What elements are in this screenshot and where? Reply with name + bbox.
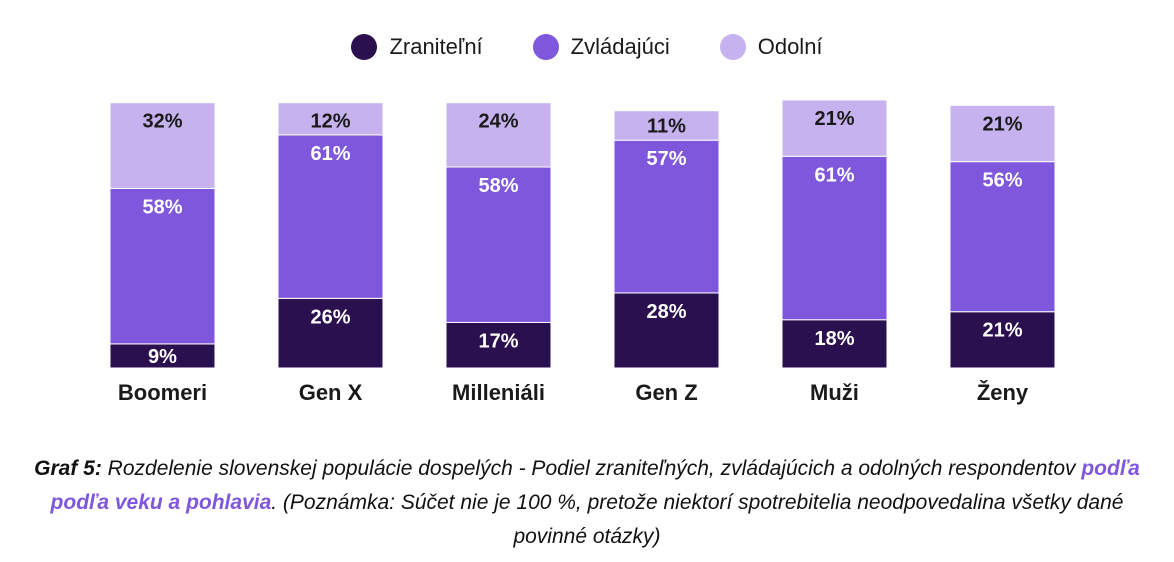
- legend-item-zvladajuci: Zvládajúci: [532, 34, 670, 60]
- legend-item-odolni: Odolní: [719, 34, 823, 60]
- data-label: 61%: [814, 164, 854, 186]
- legend-label: Odolní: [757, 34, 823, 59]
- data-label: 12%: [310, 111, 350, 133]
- data-label: 26%: [310, 306, 350, 328]
- caption-note: . (Poznámka: Súčet nie je 100 %, pretože…: [271, 491, 1124, 548]
- legend-swatch: [351, 34, 378, 60]
- bar-segment: [949, 161, 1056, 313]
- legend-label: Zraniteľní: [389, 34, 483, 59]
- bar-segment: [949, 311, 1056, 369]
- data-label: 17%: [478, 330, 518, 352]
- data-label: 58%: [142, 196, 182, 218]
- category-label: Ženy: [977, 380, 1029, 405]
- data-label: 9%: [148, 346, 177, 368]
- data-label: 28%: [646, 301, 686, 323]
- data-label: 58%: [478, 175, 518, 197]
- caption-highlight: podľa podľa veku a pohlavia: [50, 457, 1140, 514]
- bar-segment: [613, 139, 720, 294]
- data-label: 24%: [478, 111, 518, 133]
- data-label: 61%: [310, 143, 350, 165]
- category-label: Gen Z: [635, 380, 697, 405]
- legend-swatch: [532, 34, 559, 60]
- figure-caption: Graf 5: Rozdelenie slovenskej populácie …: [20, 452, 1154, 554]
- bar-segment: [613, 110, 720, 141]
- category-label: Boomeri: [118, 380, 207, 405]
- data-label: 57%: [646, 148, 686, 170]
- caption-text: Rozdelenie slovenskej populácie dospelýc…: [101, 457, 1082, 480]
- bar-segment: [949, 104, 1056, 163]
- data-label: 21%: [982, 320, 1022, 342]
- bar-segment: [781, 319, 888, 369]
- data-label: 18%: [814, 328, 854, 350]
- data-label: 21%: [982, 113, 1022, 135]
- bar-segment: [277, 102, 384, 136]
- bar-segment: [277, 297, 384, 369]
- bar-segment: [445, 102, 552, 168]
- bar-segment: [445, 166, 552, 323]
- data-label: 56%: [982, 170, 1022, 192]
- bar-segment: [781, 99, 888, 157]
- bar-segment: [109, 102, 216, 189]
- bar-segment: [781, 155, 888, 321]
- data-label: 32%: [142, 111, 182, 133]
- category-label: Muži: [810, 380, 859, 405]
- bar-segment: [613, 292, 720, 369]
- data-label: 21%: [814, 108, 854, 130]
- data-label: 11%: [647, 115, 686, 137]
- bar-segment: [445, 321, 552, 369]
- legend-swatch: [719, 34, 746, 60]
- legend-item-zranitelni: Zraniteľní: [351, 34, 483, 60]
- bar-segment: [277, 134, 384, 299]
- caption-label: Graf 5:: [34, 457, 102, 480]
- category-label: Milleniáli: [452, 380, 545, 405]
- stacked-bar-chart: 9% 58% 32% Boomeri 26% 61% 12% Gen X 17% 58% 24% Mi…: [109, 99, 1056, 405]
- legend: Zraniteľní Zvládajúci Odolní: [0, 34, 1174, 60]
- category-label: Gen X: [299, 380, 363, 405]
- legend-label: Zvládajúci: [570, 34, 670, 59]
